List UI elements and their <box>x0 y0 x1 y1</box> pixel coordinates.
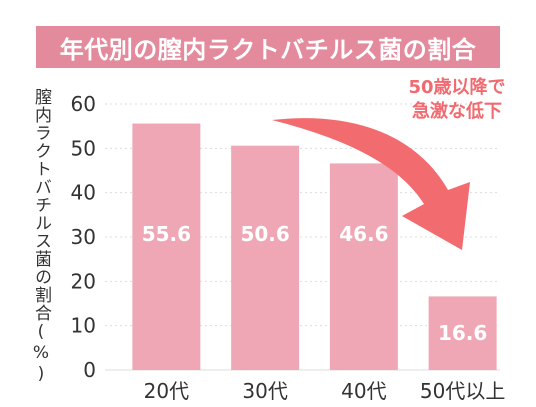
trend-arrow <box>272 118 470 250</box>
y-tick-label: 20 <box>71 269 96 293</box>
y-axis-label: 膣内ラクトバチルス菌の割合(%) <box>31 88 51 385</box>
y-tick-label: 60 <box>71 92 96 116</box>
bar <box>329 163 398 370</box>
x-tick-label: 50代以上 <box>420 379 505 403</box>
title-banner: 年代別の膣内ラクトバチルス菌の割合 <box>36 26 500 68</box>
y-tick-label: 40 <box>71 181 96 205</box>
bar-value-label: 55.6 <box>142 222 191 246</box>
y-tick-label: 30 <box>71 225 96 249</box>
bar-value-label: 50.6 <box>240 222 289 246</box>
y-tick-label: 0 <box>83 358 96 382</box>
bar-value-label: 46.6 <box>339 222 388 246</box>
y-tick-label: 50 <box>71 136 96 160</box>
annotation-line-2: 急激な低下 <box>412 101 502 122</box>
bar <box>132 123 201 370</box>
bar <box>428 296 497 370</box>
chart-title: 年代別の膣内ラクトバチルス菌の割合 <box>59 35 477 64</box>
x-tick-label: 40代 <box>341 379 386 403</box>
bar-value-label: 16.6 <box>438 321 487 345</box>
annotation-line-1: 50歳以降で <box>408 77 506 98</box>
x-tick-label: 30代 <box>242 379 287 403</box>
x-tick-label: 20代 <box>144 379 189 403</box>
y-tick-label: 10 <box>71 314 96 338</box>
bar <box>231 145 300 370</box>
trend-annotation: 50歳以降で 急激な低下 <box>392 76 522 124</box>
